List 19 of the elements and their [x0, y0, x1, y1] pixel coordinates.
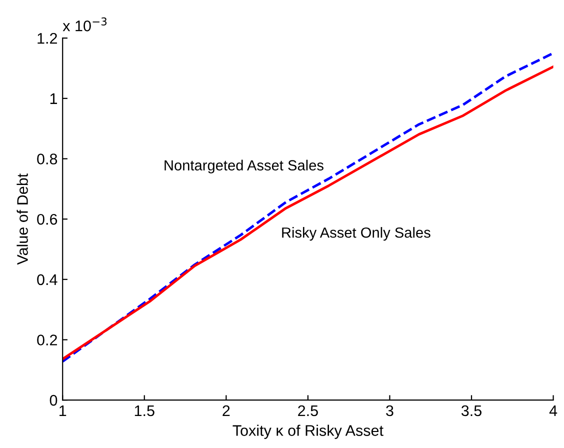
y-tick-label: 0	[50, 394, 58, 406]
y-axis-title: Value of Debt	[16, 173, 28, 265]
text: x 10$^{−3}$	[62, 17, 107, 32]
x-tick-label: 3	[386, 405, 394, 416]
x-tick-label: 1.5	[134, 405, 154, 416]
x-tick-label: 1	[60, 405, 66, 416]
x-tick-label: 4	[549, 405, 558, 416]
x-axis-title: Toxity κ of Risky Asset	[232, 424, 384, 439]
x-tick-label: 2	[222, 405, 230, 416]
x-tick-label: 3.5	[461, 405, 482, 416]
y-tick-label: 0.6	[37, 214, 58, 225]
y-tick-label: 0.8	[37, 154, 58, 164]
series-label: Risky Asset Only Sales	[282, 227, 430, 241]
x-tick-label: 2.5	[298, 405, 318, 416]
y-tick-label: 1	[50, 93, 57, 104]
y-tick-label: 0.2	[37, 334, 57, 346]
y-tick-label: 1.2	[38, 32, 57, 44]
series-label: Nontargeted Asset Sales	[164, 160, 324, 174]
y-tick-label: 0.4	[37, 274, 58, 286]
